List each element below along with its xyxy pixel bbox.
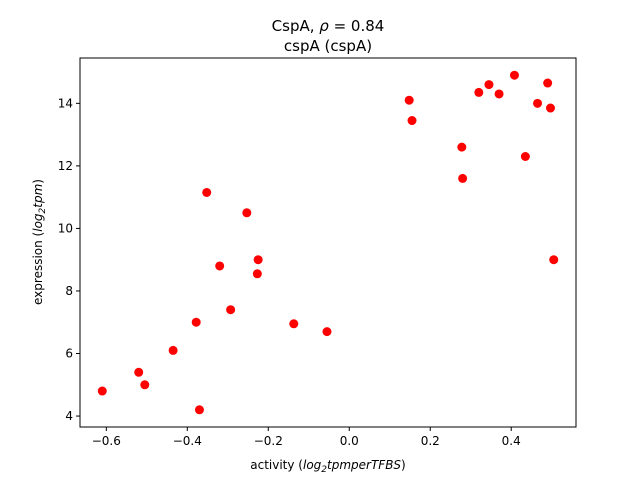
chart-title-line2: cspA (cspA) xyxy=(284,37,372,55)
x-tick-label: −0.2 xyxy=(254,434,283,448)
y-axis-label: expression (log2tpm) xyxy=(31,179,48,305)
plot-frame xyxy=(79,57,577,428)
data-point-10 xyxy=(242,208,252,218)
data-point-6 xyxy=(191,317,201,327)
data-point-2 xyxy=(134,367,144,377)
data-point-13 xyxy=(289,319,299,329)
x-axis-ticks: −0.6 −0.4 −0.2 0.0 0.2 0.4 xyxy=(92,427,521,448)
data-point-27 xyxy=(549,255,559,265)
data-point-4 xyxy=(168,345,178,355)
data-point-5 xyxy=(194,405,204,415)
data-point-3 xyxy=(140,380,150,390)
data-point-7 xyxy=(202,187,212,197)
y-tick-label: 6 xyxy=(65,347,73,361)
data-point-23 xyxy=(520,152,530,161)
data-point-11 xyxy=(253,255,263,265)
chart-title-line1: CspA, ρ = 0.84 xyxy=(272,17,385,35)
data-point-17 xyxy=(457,142,467,152)
y-tick-label: 10 xyxy=(58,221,73,235)
data-point-12 xyxy=(252,269,262,279)
data-point-1 xyxy=(97,386,107,396)
x-tick-label: −0.4 xyxy=(173,434,202,448)
x-tick-label: −0.6 xyxy=(92,434,121,448)
data-point-9 xyxy=(226,305,236,315)
x-axis-label: activity (log2tpmperTFBS) xyxy=(250,458,405,475)
data-point-26 xyxy=(545,103,555,113)
y-tick-label: 8 xyxy=(65,284,73,298)
data-point-8 xyxy=(215,261,225,271)
data-point-14 xyxy=(322,327,332,337)
x-tick-label: 0.4 xyxy=(502,434,521,448)
data-point-18 xyxy=(458,173,468,183)
data-point-19 xyxy=(474,87,484,97)
data-point-25 xyxy=(543,78,553,88)
data-point-24 xyxy=(533,98,543,108)
data-point-15 xyxy=(404,95,414,105)
y-tick-label: 4 xyxy=(65,409,73,423)
data-point-21 xyxy=(494,89,504,99)
y-tick-label: 12 xyxy=(58,159,73,173)
data-point-20 xyxy=(484,80,494,90)
data-point-22 xyxy=(509,70,519,80)
data-point-16 xyxy=(407,116,417,126)
data-points xyxy=(97,70,559,415)
x-tick-label: 0.0 xyxy=(340,434,359,448)
y-axis-ticks: 4 6 8 10 12 14 xyxy=(58,96,80,423)
x-tick-label: 0.2 xyxy=(421,434,440,448)
y-tick-label: 14 xyxy=(58,96,73,110)
